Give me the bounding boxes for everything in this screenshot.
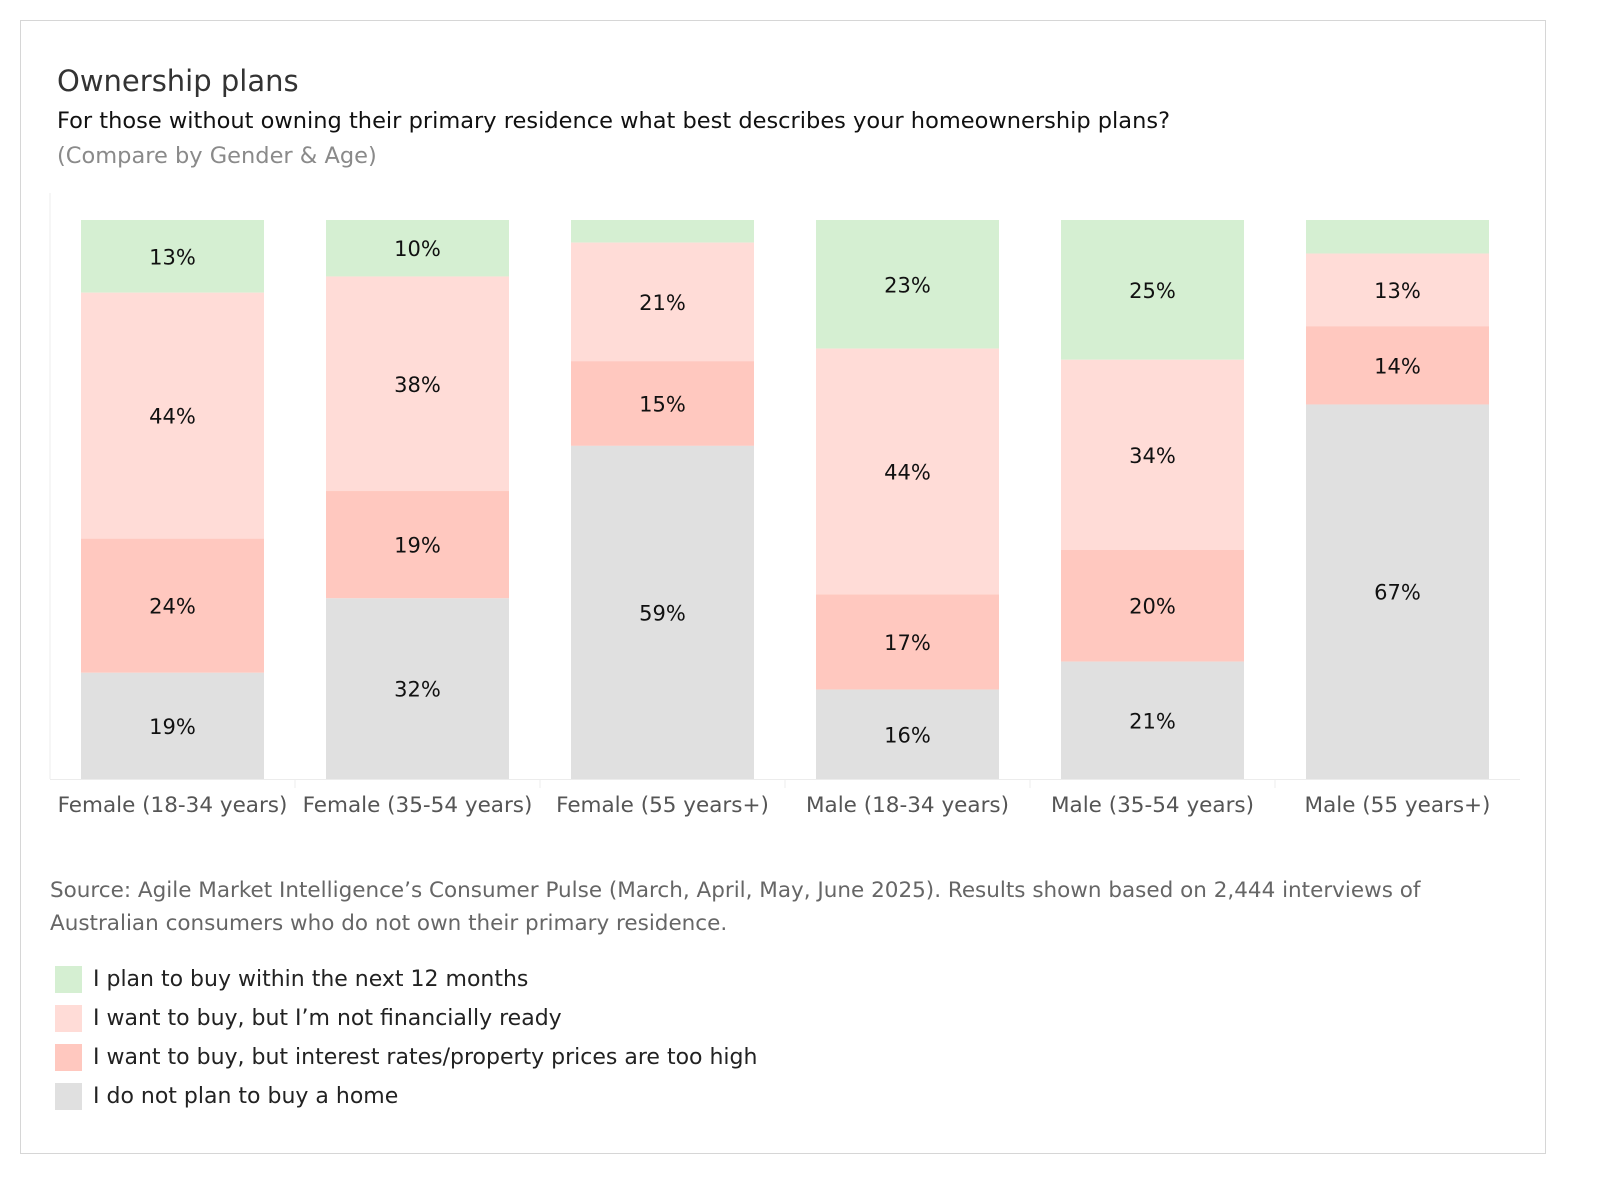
data-label: 10% [394, 237, 441, 261]
legend-swatch [55, 1044, 82, 1071]
legend-item: I plan to buy within the next 12 months [55, 960, 757, 999]
category-label: Female (18-34 years) [58, 793, 288, 818]
data-label: 19% [394, 534, 441, 558]
bar-segment [81, 672, 264, 779]
legend-label: I do not plan to buy a home [93, 1084, 399, 1109]
chart-card [20, 20, 1546, 1154]
category-label: Male (35-54 years) [1051, 793, 1254, 818]
data-label: 21% [1129, 709, 1176, 733]
category-label: Male (55 years+) [1305, 793, 1491, 818]
data-label: 59% [639, 601, 686, 625]
data-label: 13% [1374, 279, 1421, 303]
data-label: 24% [149, 595, 196, 619]
data-label: 23% [884, 273, 931, 297]
category-label: Female (55 years+) [556, 793, 769, 818]
bar-segment [326, 491, 509, 599]
legend-item: I do not plan to buy a home [55, 1077, 757, 1116]
bar-segment [816, 220, 999, 349]
stacked-bar-chart: 13% 44% 24% 19% Female (18-34 years) 10% 38% 19… [49, 193, 1520, 818]
bar-segment [1061, 220, 1244, 360]
bar-segment [1061, 549, 1244, 662]
bar-segment [816, 594, 999, 690]
bar-segment [1061, 661, 1244, 779]
data-label: 44% [149, 405, 196, 429]
bar-segment [326, 276, 509, 492]
bar-segment [81, 220, 264, 293]
bar-segment [1306, 220, 1489, 254]
bar-segment [571, 242, 754, 362]
legend-swatch [55, 966, 82, 993]
data-label: 19% [149, 715, 196, 739]
data-label: 14% [1374, 354, 1421, 378]
data-label: 34% [1129, 444, 1176, 468]
category-label: Female (35-54 years) [303, 793, 533, 818]
data-label: 16% [884, 723, 931, 747]
legend-item: I want to buy, but interest rates/proper… [55, 1038, 757, 1077]
chart-subtitle: For those without owning their primary r… [57, 108, 1171, 134]
legend-label: I want to buy, but I’m not financially r… [93, 1006, 562, 1031]
data-label: 32% [394, 678, 441, 702]
legend-label: I plan to buy within the next 12 months [93, 967, 529, 992]
legend-item: I want to buy, but I’m not financially r… [55, 999, 757, 1038]
data-label: 21% [639, 291, 686, 315]
bar-segment [571, 361, 754, 446]
source-note: Source: Agile Market Intelligence’s Cons… [50, 878, 1421, 936]
category-label: Male (18-34 years) [806, 793, 1009, 818]
legend: I plan to buy within the next 12 months … [55, 960, 757, 1116]
data-label: 38% [394, 373, 441, 397]
data-label: 13% [149, 245, 196, 269]
chart-title: Ownership plans [57, 64, 299, 98]
bar-segment [816, 689, 999, 779]
bar-segment [1061, 359, 1244, 550]
data-label: 44% [884, 461, 931, 485]
bar-segment [326, 598, 509, 779]
bar-segment [81, 292, 264, 539]
data-label: 15% [639, 393, 686, 417]
bar-segment [571, 445, 754, 779]
legend-swatch [55, 1083, 82, 1110]
legend-swatch [55, 1005, 82, 1032]
bar-segment [326, 220, 509, 277]
data-label: 20% [1129, 595, 1176, 619]
data-label: 17% [884, 631, 931, 655]
bar-segment [1306, 326, 1489, 405]
data-label: 25% [1129, 279, 1176, 303]
chart-note: (Compare by Gender & Age) [57, 143, 377, 169]
legend-label: I want to buy, but interest rates/proper… [93, 1045, 758, 1070]
bar-segment [81, 538, 264, 673]
bar-segment [571, 220, 754, 243]
bar-segment [1306, 253, 1489, 327]
data-label: 67% [1374, 581, 1421, 605]
bar-segment [816, 348, 999, 595]
bar-segment [1306, 404, 1489, 779]
